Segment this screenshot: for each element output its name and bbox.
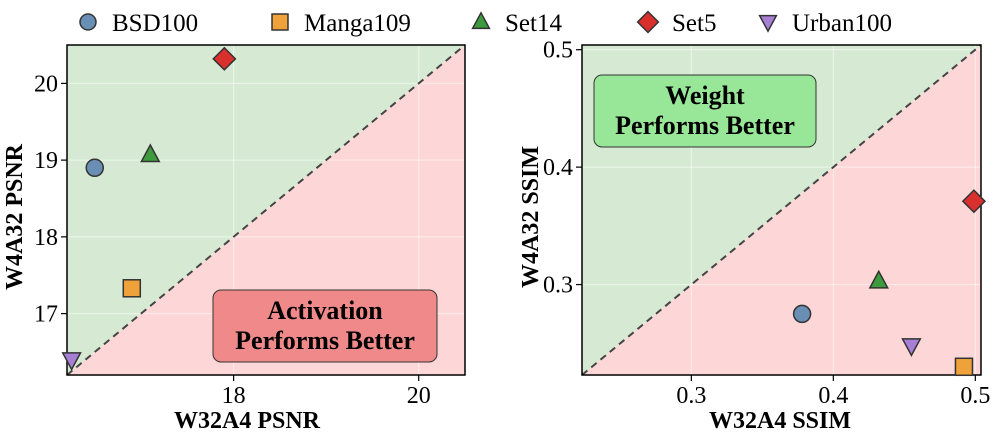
psnr-xtick-label: 18 [222,383,246,409]
ssim-annotation-line: Weight [665,81,745,110]
legend-label-urban100: Urban100 [792,10,892,37]
psnr-point-manga109 [122,279,142,298]
legend: BSD100 Manga109 Set14 Set5 Urban100 [79,10,892,37]
psnr-annotation-line: Performs Better [235,326,415,355]
psnr-annotation-line: Activation [267,296,383,325]
psnr-point-bsd100 [85,158,105,178]
ssim-xtick-label: 0.4 [818,383,848,409]
ssim-ticks: 0.3 0.4 0.5 0.3 0.4 0.5 [543,38,990,409]
ssim-point-set14 [868,269,889,289]
ssim-point-urban100 [901,338,922,357]
legend-label-bsd100: BSD100 [112,10,198,37]
psnr-x-axis-label: W32A4 PSNR [174,408,321,434]
legend-label-manga109: Manga109 [304,10,411,37]
psnr-annotation-bg [212,289,438,363]
psnr-point-urban100 [61,352,82,372]
ssim-ytick-label: 0.5 [543,38,573,64]
psnr-ticks: 18 20 17 18 19 20 [34,71,431,409]
ssim-grid [581,44,982,376]
legend-marker-manga109 [271,13,289,31]
psnr-points [61,46,237,372]
psnr-plot-frame [66,44,466,376]
legend-marker-urban100 [758,14,778,33]
psnr-ytick-label: 20 [34,71,58,97]
psnr-point-set14 [140,143,161,163]
legend-marker-set5 [636,10,660,34]
ssim-point-set5 [961,189,987,214]
ssim-plot-frame [581,44,982,376]
ssim-y-axis-label: W4A32 SSIM [518,146,544,288]
psnr-ytick-label: 17 [34,302,58,328]
ssim-xtick-label: 0.3 [676,383,706,409]
psnr-ytick-label: 18 [34,225,58,251]
psnr-xtick-label: 20 [407,383,431,409]
psnr-point-set5 [212,46,237,71]
ssim-x-axis-label: W32A4 SSIM [709,408,851,434]
legend-marker-set14 [471,11,491,30]
ssim-point-manga109 [954,357,974,377]
legend-label-set14: Set14 [505,10,562,37]
ssim-xtick-label: 0.5 [960,383,990,409]
legend-marker-bsd100 [79,13,97,31]
legend-label-set5: Set5 [672,10,716,37]
psnr-ytick-label: 19 [34,148,58,174]
ssim-point-bsd100 [792,304,812,324]
ssim-ytick-label: 0.3 [543,273,573,299]
ssim-ytick-label: 0.4 [543,155,573,181]
psnr-y-axis-label: W4A32 PSNR [2,143,28,290]
ssim-annotation-line: Performs Better [615,111,795,140]
ssim-points [792,189,987,377]
ssim-diagonal-line [581,44,982,376]
psnr-diagonal-line [66,44,466,376]
ssim-annotation-bg [593,74,817,148]
